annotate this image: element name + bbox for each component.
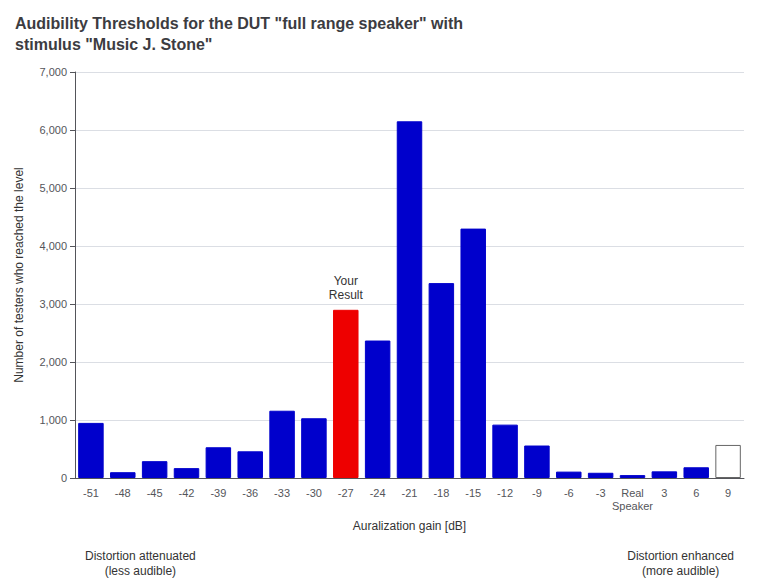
svg-text:-3: -3 bbox=[596, 487, 606, 499]
svg-text:-18: -18 bbox=[433, 487, 449, 499]
svg-text:-21: -21 bbox=[402, 487, 418, 499]
svg-text:4,000: 4,000 bbox=[39, 240, 67, 252]
svg-text:3: 3 bbox=[661, 487, 667, 499]
svg-text:5,000: 5,000 bbox=[39, 182, 67, 194]
svg-text:3,000: 3,000 bbox=[39, 298, 67, 310]
svg-text:Distortion attenuated: Distortion attenuated bbox=[85, 549, 196, 563]
svg-text:-39: -39 bbox=[210, 487, 226, 499]
svg-text:Distortion enhanced: Distortion enhanced bbox=[627, 549, 734, 563]
svg-text:Real: Real bbox=[621, 487, 644, 499]
svg-text:-48: -48 bbox=[115, 487, 131, 499]
svg-text:(more audible): (more audible) bbox=[642, 564, 719, 578]
svg-text:-51: -51 bbox=[83, 487, 99, 499]
svg-text:1,000: 1,000 bbox=[39, 414, 67, 426]
svg-text:0: 0 bbox=[61, 472, 67, 484]
svg-text:Result: Result bbox=[329, 288, 364, 302]
svg-text:Your: Your bbox=[334, 274, 358, 288]
svg-text:Number of testers who reached: Number of testers who reached the level bbox=[12, 167, 26, 382]
svg-text:6: 6 bbox=[693, 487, 699, 499]
svg-text:9: 9 bbox=[725, 487, 731, 499]
svg-text:-24: -24 bbox=[370, 487, 386, 499]
svg-text:-9: -9 bbox=[532, 487, 542, 499]
svg-text:(less audible): (less audible) bbox=[105, 564, 176, 578]
svg-text:-6: -6 bbox=[564, 487, 574, 499]
svg-text:-42: -42 bbox=[179, 487, 195, 499]
svg-text:-12: -12 bbox=[497, 487, 513, 499]
svg-text:-30: -30 bbox=[306, 487, 322, 499]
svg-text:Speaker: Speaker bbox=[612, 500, 653, 512]
svg-text:-45: -45 bbox=[147, 487, 163, 499]
svg-text:-36: -36 bbox=[242, 487, 258, 499]
svg-text:-15: -15 bbox=[465, 487, 481, 499]
svg-text:7,000: 7,000 bbox=[39, 66, 67, 78]
svg-text:Auralization gain [dB]: Auralization gain [dB] bbox=[353, 519, 466, 533]
svg-text:Audibility Thresholds for the: Audibility Thresholds for the DUT "full … bbox=[15, 15, 463, 32]
svg-text:2,000: 2,000 bbox=[39, 356, 67, 368]
svg-text:-33: -33 bbox=[274, 487, 290, 499]
svg-text:-27: -27 bbox=[338, 487, 354, 499]
svg-text:stimulus "Music J. Stone": stimulus "Music J. Stone" bbox=[15, 36, 212, 53]
svg-text:6,000: 6,000 bbox=[39, 124, 67, 136]
